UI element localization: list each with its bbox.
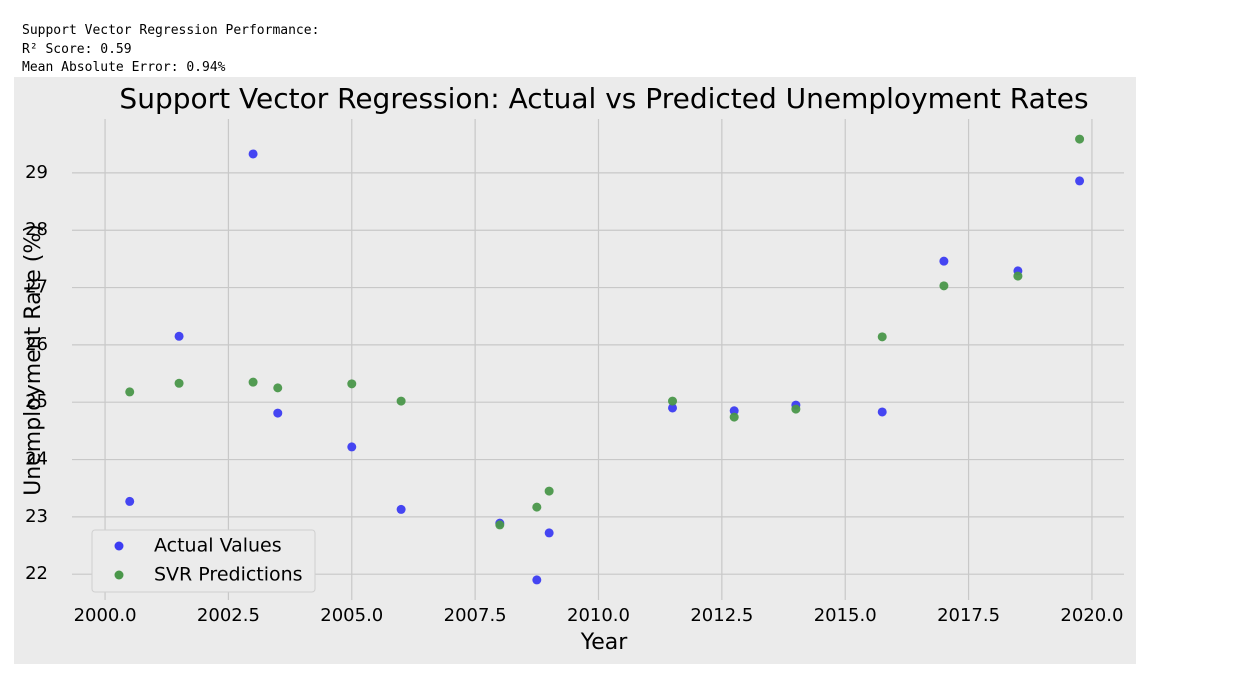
y-tick-label: 26 — [25, 334, 48, 355]
scatter-point — [544, 486, 554, 496]
y-tick-label: 28 — [25, 219, 48, 240]
legend: Actual Values SVR Predictions — [91, 529, 316, 593]
legend-marker — [114, 541, 124, 551]
scatter-point — [1013, 271, 1023, 281]
legend-marker — [114, 570, 124, 580]
y-axis-label: Unemployment Rate (%) — [21, 224, 46, 496]
x-tick-label: 2010.0 — [567, 605, 630, 626]
scatter-point — [877, 407, 887, 417]
scatter-point — [174, 331, 184, 341]
x-tick-label: 2020.0 — [1060, 605, 1123, 626]
scatter-point — [729, 412, 739, 422]
scatter-point — [273, 383, 283, 393]
scatter-point — [347, 379, 357, 389]
scatter-point — [273, 408, 283, 418]
scatter-point — [791, 404, 801, 414]
y-tick-label: 25 — [25, 391, 48, 412]
scatter-point — [939, 281, 949, 291]
scatter-point — [396, 504, 406, 514]
scatter-point — [877, 332, 887, 342]
scatter-point — [532, 502, 542, 512]
y-tick-label: 22 — [25, 563, 48, 584]
scatter-point — [396, 396, 406, 406]
y-tick-label: 23 — [25, 506, 48, 527]
x-tick-label: 2015.0 — [814, 605, 877, 626]
console-line: Support Vector Regression Performance: — [22, 23, 320, 38]
scatter-point — [125, 387, 135, 397]
scatter-point — [248, 377, 258, 387]
legend-label: Actual Values — [154, 535, 282, 557]
x-tick-label: 2007.5 — [444, 605, 507, 626]
scatter-point — [347, 442, 357, 452]
scatter-point — [532, 575, 542, 585]
x-tick-label: 2005.0 — [320, 605, 383, 626]
chart-title: Support Vector Regression: Actual vs Pre… — [119, 82, 1088, 115]
x-tick-label: 2012.5 — [690, 605, 753, 626]
scatter-point — [1075, 176, 1085, 186]
scatter-point — [125, 496, 135, 506]
scatter-point — [1075, 134, 1085, 144]
scatter-point — [668, 403, 678, 413]
legend-label: SVR Predictions — [154, 564, 303, 586]
y-tick-label: 29 — [25, 162, 48, 183]
scatter-point — [544, 528, 554, 538]
scatter-point — [939, 256, 949, 266]
scatter-point — [248, 149, 258, 159]
x-tick-label: 2002.5 — [197, 605, 260, 626]
console-line: Mean Absolute Error: 0.94% — [22, 60, 226, 75]
scatter-point — [668, 396, 678, 406]
scatter-point — [174, 378, 184, 388]
x-tick-label: 2017.5 — [937, 605, 1000, 626]
legend-box — [91, 529, 316, 593]
x-tick-label: 2000.0 — [74, 605, 137, 626]
x-axis-label: Year — [580, 630, 629, 655]
console-line: R² Score: 0.59 — [22, 41, 132, 57]
y-tick-label: 24 — [25, 449, 48, 470]
console-output: Support Vector Regression Performance: R… — [22, 22, 319, 78]
scatter-point — [495, 520, 505, 530]
y-tick-label: 27 — [25, 277, 48, 298]
scatter-point — [729, 406, 739, 416]
